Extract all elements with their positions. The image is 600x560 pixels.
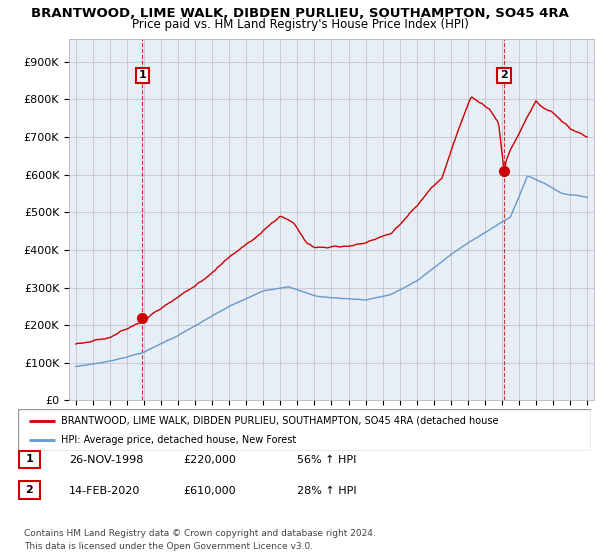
Text: 1: 1 xyxy=(139,71,146,80)
Text: 26-NOV-1998: 26-NOV-1998 xyxy=(69,455,143,465)
Text: 2: 2 xyxy=(500,71,508,80)
Text: 2: 2 xyxy=(26,485,33,495)
Text: Price paid vs. HM Land Registry's House Price Index (HPI): Price paid vs. HM Land Registry's House … xyxy=(131,18,469,31)
Text: £610,000: £610,000 xyxy=(183,486,236,496)
Text: 1: 1 xyxy=(26,454,33,464)
Text: £220,000: £220,000 xyxy=(183,455,236,465)
FancyBboxPatch shape xyxy=(18,409,591,451)
Text: BRANTWOOD, LIME WALK, DIBDEN PURLIEU, SOUTHAMPTON, SO45 4RA: BRANTWOOD, LIME WALK, DIBDEN PURLIEU, SO… xyxy=(31,7,569,20)
Text: 28% ↑ HPI: 28% ↑ HPI xyxy=(297,486,356,496)
Text: 56% ↑ HPI: 56% ↑ HPI xyxy=(297,455,356,465)
Text: 14-FEB-2020: 14-FEB-2020 xyxy=(69,486,140,496)
Text: BRANTWOOD, LIME WALK, DIBDEN PURLIEU, SOUTHAMPTON, SO45 4RA (detached house: BRANTWOOD, LIME WALK, DIBDEN PURLIEU, SO… xyxy=(61,416,499,426)
FancyBboxPatch shape xyxy=(19,451,40,468)
Text: HPI: Average price, detached house, New Forest: HPI: Average price, detached house, New … xyxy=(61,435,296,445)
Text: This data is licensed under the Open Government Licence v3.0.: This data is licensed under the Open Gov… xyxy=(24,542,313,550)
Text: Contains HM Land Registry data © Crown copyright and database right 2024.: Contains HM Land Registry data © Crown c… xyxy=(24,529,376,538)
FancyBboxPatch shape xyxy=(19,482,40,498)
